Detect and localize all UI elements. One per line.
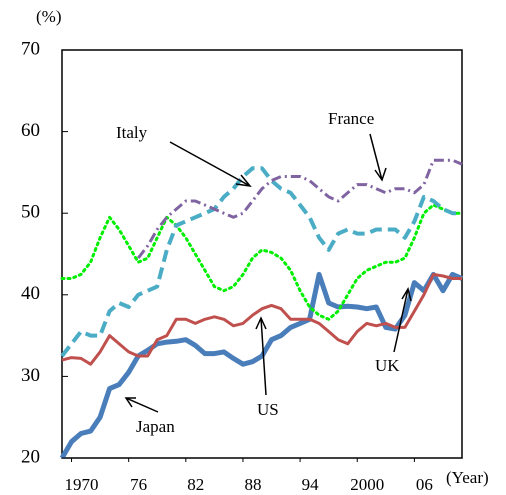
series-line <box>59 271 463 460</box>
x-tick-label: 82 <box>187 475 204 494</box>
annotation-label: France <box>328 109 374 128</box>
x-tick-label: 76 <box>130 475 147 494</box>
x-tick-label: 88 <box>244 475 261 494</box>
x-tick-label: 1970 <box>65 475 99 494</box>
series-line <box>60 203 464 321</box>
series-line <box>60 166 462 358</box>
x-tick-label: 2000 <box>350 475 384 494</box>
x-axis-label: (Year) <box>446 468 489 487</box>
x-tick-label: 06 <box>416 475 433 494</box>
annotation-label: US <box>257 400 279 419</box>
y-tick-label: 20 <box>21 446 40 467</box>
y-tick-label: 50 <box>21 202 40 223</box>
plot-area <box>59 158 464 460</box>
plot-frame <box>61 49 463 459</box>
annotation-arrow <box>169 141 252 188</box>
x-tick-label: 94 <box>302 475 320 494</box>
series-line <box>137 158 463 260</box>
annotation-arrow <box>124 397 159 413</box>
annotation-arrow <box>255 316 267 396</box>
annotation-label: Italy <box>116 123 148 142</box>
y-axis-label: (%) <box>36 7 61 26</box>
annotation-label: UK <box>375 356 400 375</box>
y-tick-label: 30 <box>21 365 40 386</box>
annotation-label: Japan <box>136 417 175 436</box>
y-tick-label: 70 <box>21 38 40 59</box>
y-tick-label: 40 <box>21 283 40 304</box>
annotation-arrow <box>393 287 412 353</box>
series-line <box>61 272 462 366</box>
y-tick-label: 60 <box>21 120 40 141</box>
annotation-arrow <box>369 133 387 182</box>
